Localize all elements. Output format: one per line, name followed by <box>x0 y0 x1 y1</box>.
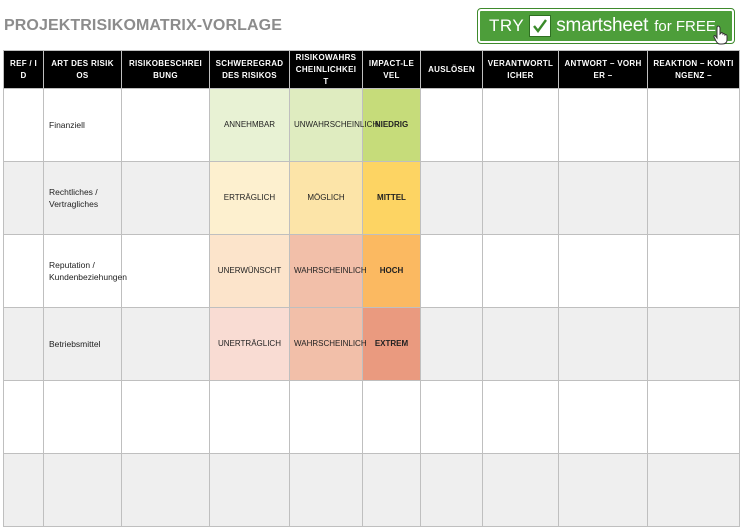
column-header: RISIKOWAHRSCHEINLICHKEIT <box>289 50 363 89</box>
table-row <box>3 453 740 527</box>
probability-cell[interactable]: WAHRSCHEINLICH <box>289 234 367 308</box>
response-before-cell[interactable] <box>558 380 648 454</box>
probability-cell[interactable]: MÖGLICH <box>289 161 363 235</box>
response-contingency-cell[interactable] <box>647 161 740 235</box>
risk-description-cell[interactable] <box>121 161 210 235</box>
risk-description-cell[interactable] <box>121 307 210 381</box>
owner-cell[interactable] <box>482 161 559 235</box>
risk-type-cell[interactable]: Betriebsmittel <box>43 307 122 381</box>
risk-description-cell[interactable] <box>121 234 210 308</box>
ref-id-cell[interactable] <box>3 234 44 308</box>
probability-cell[interactable]: UNWAHRSCHEINLICH <box>289 88 378 162</box>
trigger-cell[interactable] <box>420 234 483 308</box>
impact-cell[interactable] <box>362 453 421 527</box>
banner-try-label: TRY <box>489 16 525 35</box>
response-contingency-cell[interactable] <box>647 88 740 162</box>
column-header: SCHWEREGRAD DES RISIKOS <box>209 50 290 89</box>
risk-type-cell[interactable]: Rechtliches / Vertragliches <box>43 161 122 235</box>
trigger-cell[interactable] <box>420 307 483 381</box>
owner-cell[interactable] <box>482 380 559 454</box>
table-row: Rechtliches / Vertragliches ERTRÄGLICH MÖG… <box>3 161 740 235</box>
column-header: REAKTION – KONTINGENZ – <box>647 50 740 89</box>
column-header: AUSLÖSEN <box>420 50 483 89</box>
checkmark-icon <box>529 15 552 37</box>
table-row: Betriebsmittel UNERTRÄGLICH WAHRSCHEINLICH… <box>3 307 740 381</box>
severity-cell[interactable] <box>209 380 290 454</box>
response-before-cell[interactable] <box>558 234 648 308</box>
trigger-cell[interactable] <box>420 161 483 235</box>
severity-cell[interactable]: ERTRÄGLICH <box>209 161 290 235</box>
severity-cell[interactable]: ANNEHMBAR <box>209 88 290 162</box>
probability-cell[interactable]: WAHRSCHEINLICH <box>289 307 367 381</box>
probability-cell[interactable] <box>289 453 363 527</box>
response-contingency-cell[interactable] <box>647 307 740 381</box>
risk-type-cell[interactable] <box>43 453 122 527</box>
severity-cell[interactable] <box>209 453 290 527</box>
column-header: ART DES RISIKOS <box>43 50 122 89</box>
impact-cell[interactable] <box>362 380 421 454</box>
risk-matrix-table: REF / ID ART DES RISIKOS RISIKOBESCHREIBUN… <box>3 50 740 527</box>
trigger-cell[interactable] <box>420 380 483 454</box>
column-header: ANTWORT – VORHER – <box>558 50 648 89</box>
response-before-cell[interactable] <box>558 307 648 381</box>
table-header-row: REF / ID ART DES RISIKOS RISIKOBESCHREIBUN… <box>3 50 740 89</box>
owner-cell[interactable] <box>482 307 559 381</box>
impact-cell[interactable]: HOCH <box>362 234 421 308</box>
impact-cell[interactable]: MITTEL <box>362 161 421 235</box>
impact-cell[interactable]: EXTREM <box>362 307 421 381</box>
risk-description-cell[interactable] <box>121 88 210 162</box>
table-row: Finanziell ANNEHMBAR UNWAHRSCHEINLICH NIEDR… <box>3 88 740 162</box>
ref-id-cell[interactable] <box>3 88 44 162</box>
banner-brand: smartsheet <box>556 15 649 36</box>
column-header: REF / ID <box>3 50 44 89</box>
ref-id-cell[interactable] <box>3 307 44 381</box>
response-contingency-cell[interactable] <box>647 453 740 527</box>
column-header: IMPACT-LEVEL <box>362 50 421 89</box>
owner-cell[interactable] <box>482 453 559 527</box>
risk-type-cell[interactable]: Finanziell <box>43 88 122 162</box>
severity-cell[interactable]: UNERWÜNSCHT <box>209 234 290 308</box>
try-smartsheet-banner[interactable]: TRY smartsheet for FREE <box>477 8 735 45</box>
table-row <box>3 380 740 454</box>
ref-id-cell[interactable] <box>3 161 44 235</box>
severity-cell[interactable]: UNERTRÄGLICH <box>209 307 290 381</box>
risk-description-cell[interactable] <box>121 453 210 527</box>
probability-cell[interactable] <box>289 380 363 454</box>
response-before-cell[interactable] <box>558 453 648 527</box>
banner-free-label: for FREE <box>654 17 716 35</box>
ref-id-cell[interactable] <box>3 380 44 454</box>
page-title: PROJEKTRISIKOMATRIX-VORLAGE <box>4 17 282 34</box>
risk-type-cell[interactable]: Reputation / Kundenbeziehungen <box>43 234 127 308</box>
response-before-cell[interactable] <box>558 88 648 162</box>
response-contingency-cell[interactable] <box>647 380 740 454</box>
impact-cell[interactable]: NIEDRIG <box>362 88 421 162</box>
ref-id-cell[interactable] <box>3 453 44 527</box>
response-before-cell[interactable] <box>558 161 648 235</box>
trigger-cell[interactable] <box>420 453 483 527</box>
risk-type-cell[interactable] <box>43 380 122 454</box>
column-header: RISIKOBESCHREIBUNG <box>121 50 210 89</box>
trigger-cell[interactable] <box>420 88 483 162</box>
response-contingency-cell[interactable] <box>647 234 740 308</box>
column-header: VERANTWORTLICHER <box>482 50 559 89</box>
owner-cell[interactable] <box>482 88 559 162</box>
owner-cell[interactable] <box>482 234 559 308</box>
hand-cursor-icon <box>712 25 730 50</box>
risk-description-cell[interactable] <box>121 380 210 454</box>
table-row: Reputation / Kundenbeziehungen UNERWÜNSCH… <box>3 234 740 308</box>
